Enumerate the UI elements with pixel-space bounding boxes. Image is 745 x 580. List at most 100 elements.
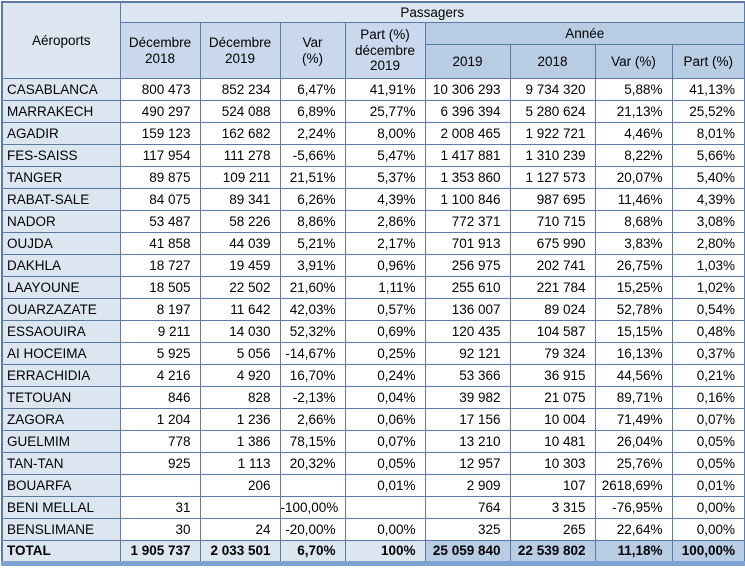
value-cell: 5,37% [344,166,426,189]
value-cell: -2,13% [279,386,346,409]
value-cell: 30 [119,518,201,541]
airport-name-cell: AGADIR [1,122,121,145]
airport-row: ERRACHIDIA 4 216 4 920 16,70% 0,24% 53 366 36 … [1,364,745,387]
value-cell: 4,39% [671,188,745,211]
value-cell: 852 234 [199,78,281,101]
column-header-var-pct-year: Var (%) [594,44,673,79]
value-cell: 6,89% [279,100,346,123]
airport-name-cell: TANGER [1,166,121,189]
column-header-december-2018: Décembre 2018 [119,22,201,79]
value-cell: 92 121 [424,342,511,365]
value-cell: -100,00% [279,496,346,519]
value-cell: 0,07% [344,430,426,453]
value-cell: 6,26% [279,188,346,211]
value-cell: 2618,69% [594,474,673,497]
group-header-row: Aéroports Passagers [1,1,745,79]
value-cell: 0,01% [671,474,745,497]
total-label-cell: TOTAL [1,540,121,566]
value-cell: 14 030 [199,320,281,343]
value-cell: 0,00% [344,518,426,541]
column-header-part-pct-december-2019: Part (%) décembre 2019 [344,22,426,79]
value-cell: 53 366 [424,364,511,387]
airport-row: AI HOCEIMA 5 925 5 056 -14,67% 0,25% 92 121 79… [1,342,745,365]
value-cell: 4 920 [199,364,281,387]
value-cell: 5,66% [671,144,745,167]
airport-row: NADOR 53 487 58 226 8,86% 2,86% 772 371 710 71… [1,210,745,233]
value-cell: 1,03% [671,254,745,277]
column-header-part-pct-year: Part (%) [671,44,745,79]
value-cell: 1 236 [199,408,281,431]
value-cell: 5,21% [279,232,346,255]
value-cell: 36 915 [509,364,596,387]
value-cell: 44 039 [199,232,281,255]
airports-column-header: Aéroports [1,1,121,79]
table-header: Aéroports Passagers Décembre 2018 Décemb… [1,1,745,79]
value-cell: 675 990 [509,232,596,255]
column-header-december-2019: Décembre 2019 [199,22,281,79]
report-page: Aéroports Passagers Décembre 2018 Décemb… [1,1,745,566]
value-cell: 1,02% [671,276,745,299]
value-cell: 25,77% [344,100,426,123]
value-cell: 26,75% [594,254,673,277]
airport-name-cell: CASABLANCA [1,78,121,101]
airport-row: BENI MELLAL 31 -100,00% 764 3 315 -76,95% 0,00… [1,496,745,519]
value-cell: 41,13% [671,78,745,101]
value-cell: 24 [199,518,281,541]
value-cell: 78,15% [279,430,346,453]
value-cell: 1 386 [199,430,281,453]
total-part-pct-december-cell: 100% [344,540,426,566]
value-cell: 22,64% [594,518,673,541]
value-cell [119,474,201,497]
airport-row: GUELMIM 778 1 386 78,15% 0,07% 13 210 10 481 26… [1,430,745,453]
value-cell: 778 [119,430,201,453]
value-cell: 202 741 [509,254,596,277]
value-cell: 0,24% [344,364,426,387]
value-cell: 2 909 [424,474,511,497]
value-cell: 120 435 [424,320,511,343]
value-cell: 10 303 [509,452,596,475]
value-cell: 117 954 [119,144,201,167]
year-columns-header-row: 2019 2018 Var (%) Part (%) [2,44,745,79]
value-cell: 13 210 [424,430,511,453]
value-cell: 8,00% [344,122,426,145]
airport-row: BOUARFA 206 0,01% 2 909 107 2618,69% 0,01% [1,474,745,497]
value-cell: 19 459 [199,254,281,277]
airport-name-cell: BENSLIMANE [1,518,121,541]
total-part-pct-year-cell: 100,00% [671,540,745,566]
value-cell: 71,49% [594,408,673,431]
airport-name-cell: MARRAKECH [1,100,121,123]
value-cell: 8,68% [594,210,673,233]
airport-row: MARRAKECH 490 297 524 088 6,89% 25,77% 6 396 … [1,100,745,123]
value-cell: 0,00% [671,496,745,519]
airport-row: ZAGORA 1 204 1 236 2,66% 0,06% 17 156 10 004 71… [1,408,745,431]
value-cell: 0,96% [344,254,426,277]
value-cell: 109 211 [199,166,281,189]
value-cell: 1 127 573 [509,166,596,189]
value-cell: 1 417 881 [424,144,511,167]
airport-name-cell: OUJDA [1,232,121,255]
value-cell: 6 396 394 [424,100,511,123]
value-cell: 846 [119,386,201,409]
airport-name-cell: TAN-TAN [1,452,121,475]
value-cell: 20,07% [594,166,673,189]
value-cell: 89,71% [594,386,673,409]
table-body: CASABLANCA 800 473 852 234 6,47% 41,91% 10 30… [1,78,745,541]
value-cell: 16,70% [279,364,346,387]
value-cell: 206 [199,474,281,497]
value-cell: 0,05% [671,430,745,453]
value-cell: 58 226 [199,210,281,233]
value-cell: 107 [509,474,596,497]
value-cell: 0,06% [344,408,426,431]
value-cell: 0,01% [344,474,426,497]
value-cell: 524 088 [199,100,281,123]
airport-row: OUARZAZATE 8 197 11 642 42,03% 0,57% 136 007 8… [1,298,745,321]
value-cell: 25,52% [671,100,745,123]
value-cell: 16,13% [594,342,673,365]
value-cell: 1 922 721 [509,122,596,145]
airport-row: ESSAOUIRA 9 211 14 030 52,32% 0,69% 120 435 10… [1,320,745,343]
value-cell: 5,47% [344,144,426,167]
value-cell: 1 310 239 [509,144,596,167]
value-cell: 2,66% [279,408,346,431]
value-cell: 31 [119,496,201,519]
value-cell: 17 156 [424,408,511,431]
